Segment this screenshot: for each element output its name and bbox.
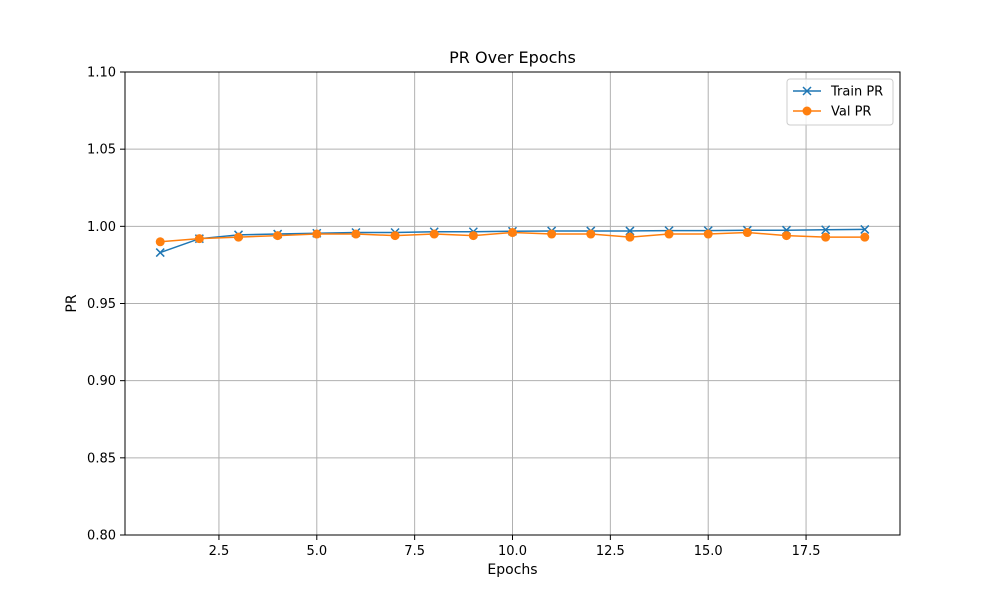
data-point xyxy=(155,248,165,258)
data-point xyxy=(351,229,361,239)
x-tick-label: 15.0 xyxy=(694,544,723,559)
y-tick-label: 1.10 xyxy=(87,66,116,81)
y-tick-label: 0.85 xyxy=(87,451,116,466)
x-tick-label: 10.0 xyxy=(498,544,527,559)
series xyxy=(155,224,870,258)
x-tick-label: 5.0 xyxy=(306,544,327,559)
y-tick-label: 1.05 xyxy=(87,143,116,158)
data-point xyxy=(821,225,831,235)
data-point xyxy=(703,229,713,239)
legend-item: Val PR xyxy=(793,105,871,120)
legend-label: Val PR xyxy=(831,105,871,120)
data-point xyxy=(547,229,557,239)
data-point xyxy=(860,224,870,234)
x-tick-label: 7.5 xyxy=(404,544,425,559)
data-point xyxy=(155,237,165,247)
x-tick-label: 17.5 xyxy=(792,544,821,559)
data-point xyxy=(234,232,244,242)
series-1 xyxy=(155,228,870,247)
x-tick-label: 12.5 xyxy=(596,544,625,559)
data-point xyxy=(625,232,635,242)
data-point xyxy=(273,231,283,241)
axis-ticks: 2.5 5.0 7.5 10.0 12.5 15.0 17.5 0.80 0.85 0.90 0.9… xyxy=(87,66,820,560)
data-point xyxy=(742,228,752,238)
data-point xyxy=(390,231,400,241)
data-point xyxy=(586,229,596,239)
data-point xyxy=(860,232,870,242)
data-point xyxy=(664,229,674,239)
chart-title: PR Over Epochs xyxy=(449,48,576,67)
data-point xyxy=(781,231,791,241)
legend-marker xyxy=(802,106,812,116)
legend-marker xyxy=(802,86,812,96)
data-point xyxy=(194,234,204,244)
legend: Train PR Val PR xyxy=(786,78,894,126)
data-point xyxy=(312,229,322,239)
data-point xyxy=(508,228,517,238)
data-point xyxy=(468,231,478,241)
x-tick-label: 2.5 xyxy=(209,544,230,559)
y-tick-label: 1.00 xyxy=(87,220,116,235)
x-axis-label: Epochs xyxy=(487,562,537,578)
legend-item: Train PR xyxy=(793,85,883,100)
y-tick-label: 0.95 xyxy=(87,297,116,312)
y-tick-label: 0.80 xyxy=(87,529,116,544)
legend-label: Train PR xyxy=(830,85,883,100)
y-axis-label: PR xyxy=(64,294,80,312)
data-point xyxy=(821,232,831,242)
data-point xyxy=(429,229,439,239)
y-tick-label: 0.90 xyxy=(87,374,116,389)
